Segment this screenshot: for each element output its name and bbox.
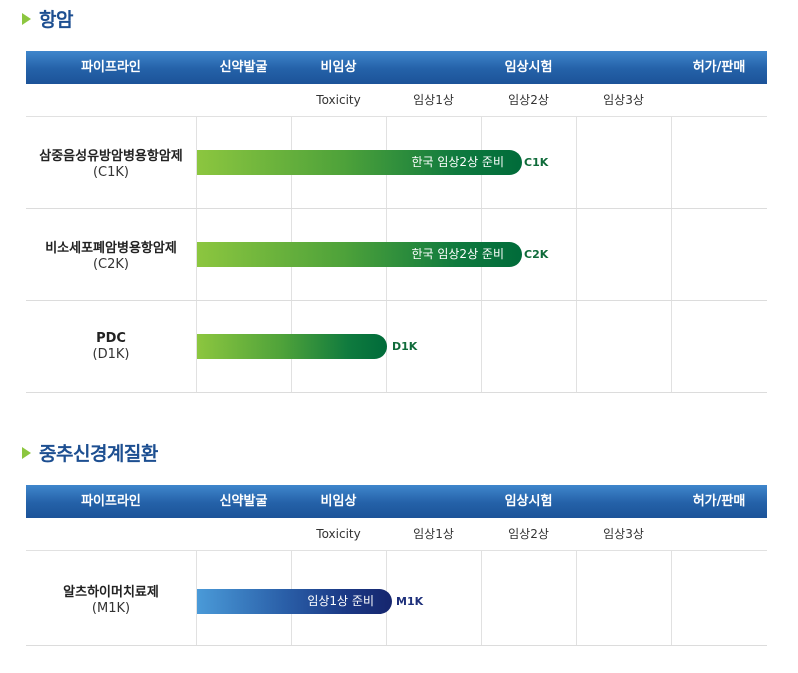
subheader-phase2: 임상2상	[508, 527, 549, 541]
progress-bar: 임상1상 준비	[197, 589, 392, 614]
progress-bar-label: 한국 임상2상 준비	[411, 155, 504, 169]
header-discovery: 신약발굴	[219, 494, 268, 509]
header-approval: 허가/판매	[692, 494, 746, 509]
subheader-phase3: 임상3상	[603, 93, 644, 107]
pipeline-name: 삼중음성유방암병용항암제 (C1K)	[26, 117, 196, 208]
table-row: 삼중음성유방암병용항암제 (C1K) 한국 임상2상 준비 C1K	[26, 117, 767, 209]
pipeline-name: PDC (D1K)	[26, 301, 196, 392]
table-row: PDC (D1K) D1K	[26, 301, 767, 393]
drug-name: PDC	[96, 331, 126, 346]
pipeline-name: 비소세포폐암병용항암제 (C2K)	[26, 209, 196, 300]
drug-code: (M1K)	[91, 600, 131, 616]
header-clinical: 임상시험	[504, 494, 553, 509]
subheader-phase1: 임상1상	[413, 527, 454, 541]
progress-bar: 한국 임상2상 준비	[197, 150, 522, 175]
subheader-phase2: 임상2상	[508, 93, 549, 107]
header-pipeline: 파이프라인	[81, 60, 141, 75]
table-subheader: Toxicity 임상1상 임상2상 임상3상	[26, 518, 767, 551]
header-approval: 허가/판매	[692, 60, 746, 75]
section-title-cns: 중추신경계질환	[22, 439, 158, 466]
table-row: 알츠하이머치료제 (M1K) 임상1상 준비 M1K	[26, 551, 767, 646]
table-subheader: Toxicity 임상1상 임상2상 임상3상	[26, 84, 767, 117]
drug-name: 삼중음성유방암병용항암제	[39, 149, 183, 164]
table-header: 파이프라인 신약발굴 비임상 임상시험 허가/판매	[26, 485, 767, 518]
pipeline-table-cns: 파이프라인 신약발굴 비임상 임상시험 허가/판매 Toxicity 임상1상 …	[26, 485, 767, 646]
header-pipeline: 파이프라인	[81, 494, 141, 509]
section-title-text: 중추신경계질환	[39, 443, 158, 465]
triangle-bullet-icon	[22, 12, 31, 25]
drug-code: (D1K)	[92, 347, 130, 362]
header-preclinical: 비임상	[320, 60, 357, 75]
header-clinical: 임상시험	[504, 60, 553, 75]
progress-code-label: C2K	[524, 248, 549, 261]
subheader-phase3: 임상3상	[603, 527, 644, 541]
progress-bar	[197, 334, 387, 359]
progress-bar-label: 한국 임상2상 준비	[411, 247, 504, 261]
subheader-phase1: 임상1상	[413, 93, 454, 107]
progress-bar-label: 임상1상 준비	[307, 594, 374, 608]
section-title-oncology: 항암	[22, 5, 73, 32]
pipeline-table-oncology: 파이프라인 신약발굴 비임상 임상시험 허가/판매 Toxicity 임상1상 …	[26, 51, 767, 393]
pipeline-name: 알츠하이머치료제 (M1K)	[26, 551, 196, 645]
drug-name: 알츠하이머치료제	[63, 584, 159, 600]
table-row: 비소세포폐암병용항암제 (C2K) 한국 임상2상 준비 C2K	[26, 209, 767, 301]
progress-code-label: D1K	[392, 340, 418, 353]
progress-bar: 한국 임상2상 준비	[197, 242, 522, 267]
section-title-text: 항암	[39, 9, 73, 31]
drug-name: 비소세포폐암병용항암제	[45, 241, 177, 256]
subheader-toxicity: Toxicity	[316, 527, 361, 541]
progress-code-label: M1K	[396, 595, 424, 608]
table-header: 파이프라인 신약발굴 비임상 임상시험 허가/판매	[26, 51, 767, 84]
progress-code-label: C1K	[524, 156, 549, 169]
header-preclinical: 비임상	[320, 494, 357, 509]
drug-code: (C1K)	[92, 165, 130, 180]
triangle-bullet-icon	[22, 446, 31, 459]
subheader-toxicity: Toxicity	[316, 93, 361, 107]
header-discovery: 신약발굴	[219, 60, 268, 75]
drug-code: (C2K)	[92, 257, 130, 272]
